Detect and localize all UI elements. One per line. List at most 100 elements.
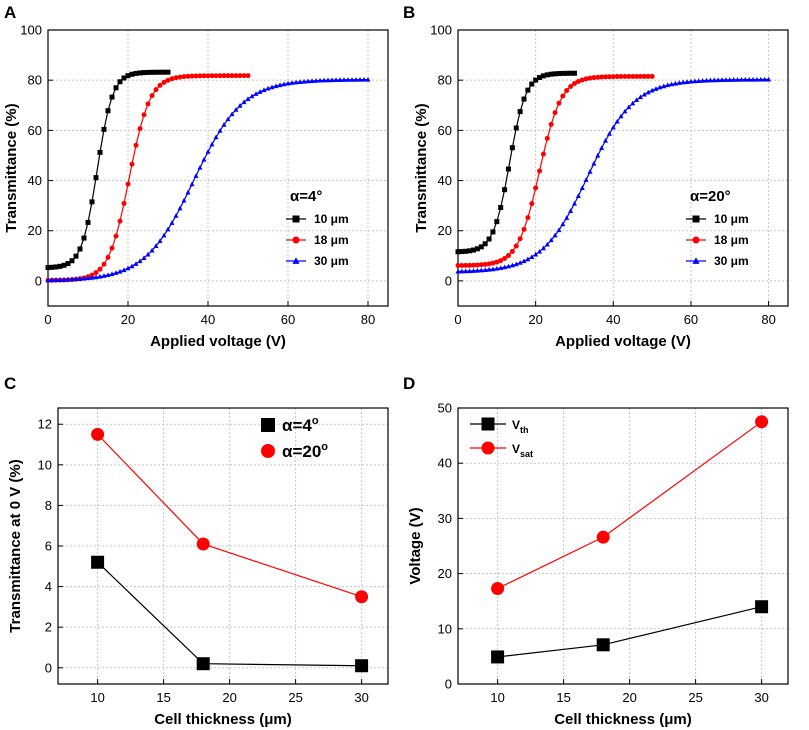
- data-point: [502, 187, 508, 193]
- series-2: [45, 76, 371, 283]
- x-tick-label: 10: [490, 690, 504, 705]
- data-point: [81, 235, 87, 241]
- legend-label: Vth: [512, 418, 529, 435]
- legend-marker: [292, 257, 300, 264]
- data-point: [157, 69, 163, 75]
- data-point: [265, 85, 271, 91]
- data-point: [502, 255, 508, 261]
- data-point: [599, 145, 605, 150]
- x-tick-label: 40: [606, 312, 620, 327]
- x-tick-label: 60: [684, 312, 698, 327]
- legend-marker: [261, 418, 275, 432]
- data-point: [113, 85, 119, 91]
- x-tick-label: 15: [556, 690, 570, 705]
- data-point: [209, 73, 215, 79]
- data-point: [517, 236, 523, 242]
- y-tick-label: 60: [438, 123, 452, 138]
- data-point: [181, 197, 187, 203]
- data-point: [196, 537, 210, 551]
- data-point: [65, 276, 71, 282]
- data-point: [544, 72, 550, 78]
- data-point: [537, 248, 543, 254]
- data-point: [622, 108, 628, 114]
- data-point: [649, 87, 655, 93]
- data-point: [587, 168, 593, 174]
- data-point: [568, 70, 574, 76]
- data-point: [241, 73, 247, 79]
- y-axis-label: Transmittance (%): [3, 103, 20, 232]
- data-point: [707, 77, 713, 83]
- data-point: [661, 83, 667, 89]
- chart-c: 10 15 20 25 30 0 2 4 6 8 10 12 Cell thickness (μm) Tr…: [7, 407, 389, 728]
- data-point: [93, 274, 99, 280]
- data-point: [540, 73, 546, 79]
- data-point: [173, 75, 179, 81]
- data-point: [754, 76, 760, 82]
- data-point: [185, 73, 191, 79]
- data-point: [157, 238, 163, 243]
- data-point: [121, 75, 127, 81]
- data-point: [189, 181, 195, 187]
- data-point: [482, 267, 488, 273]
- data-point: [645, 89, 651, 95]
- data-point: [703, 77, 709, 83]
- series-2: [455, 76, 772, 274]
- data-point: [105, 108, 111, 114]
- data-point: [525, 215, 531, 221]
- y-tick-label: 4: [45, 579, 52, 594]
- data-point: [201, 73, 207, 79]
- data-point: [105, 272, 111, 278]
- data-point: [467, 268, 473, 274]
- y-tick-label: 30: [438, 511, 452, 526]
- data-point: [153, 243, 159, 248]
- data-point: [509, 145, 515, 151]
- data-point: [490, 260, 496, 266]
- data-point: [596, 638, 610, 652]
- legend-marker: [692, 236, 700, 244]
- data-point: [641, 91, 647, 97]
- data-point: [491, 650, 505, 664]
- data-point: [325, 77, 331, 83]
- data-point: [197, 73, 203, 79]
- data-point: [560, 70, 566, 76]
- data-point: [149, 93, 155, 99]
- y-tick-label: 0: [35, 273, 42, 288]
- plot-frame: [457, 29, 789, 307]
- data-point: [225, 73, 231, 79]
- data-point: [253, 91, 259, 96]
- data-point: [544, 135, 550, 141]
- legend-title: α=4°: [290, 188, 322, 205]
- data-point: [97, 273, 103, 279]
- data-point: [455, 263, 461, 269]
- data-point: [544, 241, 550, 247]
- data-point: [201, 156, 207, 162]
- data-point: [357, 76, 363, 82]
- plot-frame: [47, 29, 389, 307]
- data-point: [229, 73, 235, 79]
- legend-superscript: o: [321, 441, 328, 453]
- data-point: [525, 256, 531, 262]
- data-point: [742, 76, 748, 82]
- data-point: [137, 126, 143, 132]
- plot-frame: [457, 407, 789, 685]
- data-point: [533, 77, 539, 83]
- series-0: [45, 69, 171, 271]
- data-point: [533, 185, 539, 191]
- data-point: [113, 233, 119, 239]
- x-tick-label: 15: [156, 690, 170, 705]
- x-tick-label: 20: [622, 690, 636, 705]
- series-line: [457, 72, 575, 253]
- data-point: [463, 248, 469, 254]
- y-tick-label: 100: [20, 23, 42, 38]
- data-point: [595, 74, 601, 80]
- data-point: [317, 77, 323, 83]
- data-point: [498, 205, 504, 211]
- data-point: [657, 84, 663, 90]
- data-point: [101, 261, 107, 267]
- data-point: [289, 80, 295, 85]
- data-point: [529, 81, 535, 87]
- data-point: [755, 600, 769, 614]
- data-point: [579, 185, 585, 191]
- legend-marker: [292, 236, 300, 244]
- data-point: [459, 262, 465, 268]
